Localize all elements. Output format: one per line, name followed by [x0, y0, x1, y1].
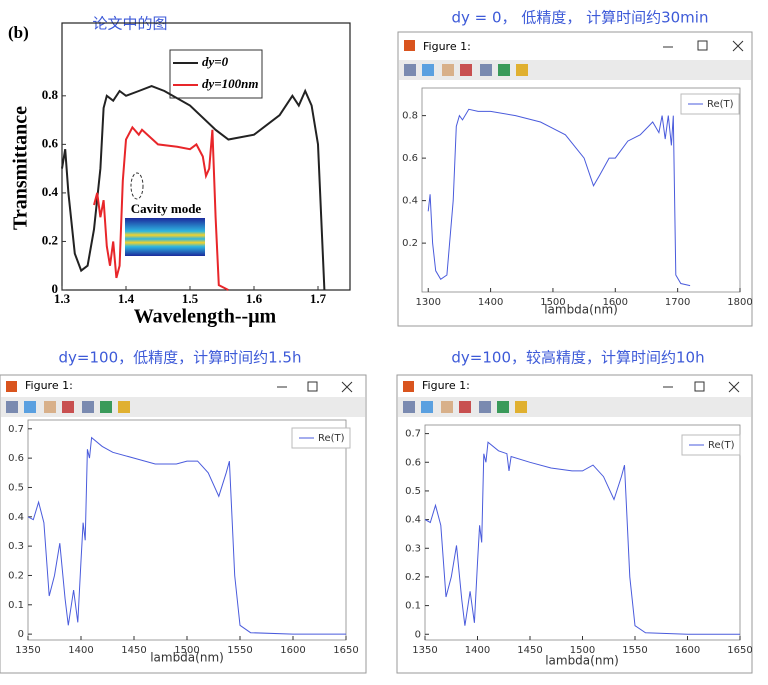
y-tick-label: 0.6 — [405, 457, 421, 468]
line-series — [61, 85, 326, 291]
y-tick-label: 0.2 — [8, 570, 24, 581]
line-series — [93, 125, 229, 291]
legend-box — [681, 434, 741, 456]
annotation: Cavity mode — [131, 201, 202, 216]
y-tick-label: 0 — [415, 629, 421, 640]
legend-label: Re(T) — [708, 440, 735, 451]
plot-area — [61, 22, 351, 291]
x-tick-label: 1800 — [727, 297, 752, 308]
x-axis-label: lambda(nm) — [150, 651, 224, 665]
legend-label: Re(T) — [318, 433, 345, 444]
y-tick-label: 0.4 — [402, 196, 418, 207]
window — [397, 31, 753, 327]
y-tick-label: 0.6 — [8, 453, 24, 464]
y-tick-label: 0.8 — [42, 87, 59, 102]
x-tick-label: 1.4 — [118, 291, 135, 306]
y-axis-label: Transmittance — [10, 106, 32, 230]
x-tick-label: 1600 — [675, 645, 700, 656]
x-tick-label: 1650 — [333, 645, 358, 656]
highlight — [130, 172, 144, 200]
y-tick-label: 0.6 — [402, 153, 418, 164]
x-axis-label: Wavelength--μm — [134, 306, 277, 328]
y-tick-label: 0.2 — [402, 238, 418, 249]
inset-image — [125, 218, 205, 256]
y-tick-label: 0.1 — [8, 600, 24, 611]
x-tick-label: 1.5 — [182, 291, 199, 306]
y-tick-label: 0.7 — [405, 429, 421, 440]
x-tick-label: 1400 — [68, 645, 93, 656]
y-tick-label: 0.3 — [405, 543, 421, 554]
x-tick-label: 1.3 — [54, 291, 71, 306]
x-tick-label: 1500 — [540, 297, 565, 308]
x-tick-label: 1650 — [727, 645, 752, 656]
y-tick-label: 0 — [52, 281, 59, 296]
y-tick-label: 0.7 — [8, 424, 24, 435]
x-tick-label: 1550 — [622, 645, 647, 656]
y-tick-label: 0.1 — [405, 601, 421, 612]
y-tick-label: 0.8 — [402, 111, 418, 122]
window-title: Figure 1: — [422, 379, 470, 392]
x-tick-label: 1.6 — [246, 291, 263, 306]
window — [0, 374, 367, 674]
legend-box — [680, 93, 740, 115]
legend-box — [169, 49, 263, 99]
legend-box — [291, 427, 351, 449]
caption: dy = 0， 低精度， 计算时间约30min — [452, 9, 709, 27]
x-tick-label: 1600 — [603, 297, 628, 308]
x-tick-label: 1500 — [570, 645, 595, 656]
x-tick-label: 1450 — [517, 645, 542, 656]
x-tick-label: 1400 — [478, 297, 503, 308]
x-axis-label: lambda(nm) — [545, 654, 619, 668]
panel-label: (b) — [8, 23, 29, 42]
legend-label: dy=100nm — [202, 76, 259, 91]
x-tick-label: 1300 — [416, 297, 441, 308]
y-tick-label: 0.5 — [405, 486, 421, 497]
plot-area — [421, 87, 741, 293]
y-tick-label: 0 — [18, 629, 24, 640]
legend-label: dy=0 — [202, 54, 229, 69]
x-tick-label: 1450 — [121, 645, 146, 656]
x-tick-label: 1.7 — [310, 291, 327, 306]
x-tick-label: 1500 — [174, 645, 199, 656]
x-tick-label: 1600 — [280, 645, 305, 656]
x-tick-label: 1400 — [465, 645, 490, 656]
y-tick-label: 0.4 — [405, 515, 421, 526]
x-tick-label: 1350 — [412, 645, 437, 656]
window-title: Figure 1: — [25, 379, 73, 392]
legend-label: Re(T) — [707, 99, 734, 110]
y-tick-label: 0.5 — [8, 482, 24, 493]
y-tick-label: 0.3 — [8, 541, 24, 552]
y-tick-label: 0.2 — [42, 232, 58, 247]
line-series — [27, 436, 346, 635]
y-tick-label: 0.4 — [8, 512, 24, 523]
x-axis-label: lambda(nm) — [544, 303, 618, 317]
caption: dy=100，较高精度，计算时间约10h — [451, 349, 704, 367]
x-tick-label: 1700 — [665, 297, 690, 308]
caption: dy=100，低精度，计算时间约1.5h — [59, 349, 302, 367]
line-series — [424, 441, 740, 635]
x-tick-label: 1350 — [15, 645, 40, 656]
y-tick-label: 0.2 — [405, 572, 421, 583]
window-title: Figure 1: — [423, 40, 471, 53]
line-series — [427, 108, 691, 287]
y-tick-label: 0.4 — [42, 184, 59, 199]
window — [396, 374, 753, 674]
y-tick-label: 0.6 — [42, 135, 59, 150]
x-tick-label: 1550 — [227, 645, 252, 656]
window-chrome — [0, 31, 753, 674]
